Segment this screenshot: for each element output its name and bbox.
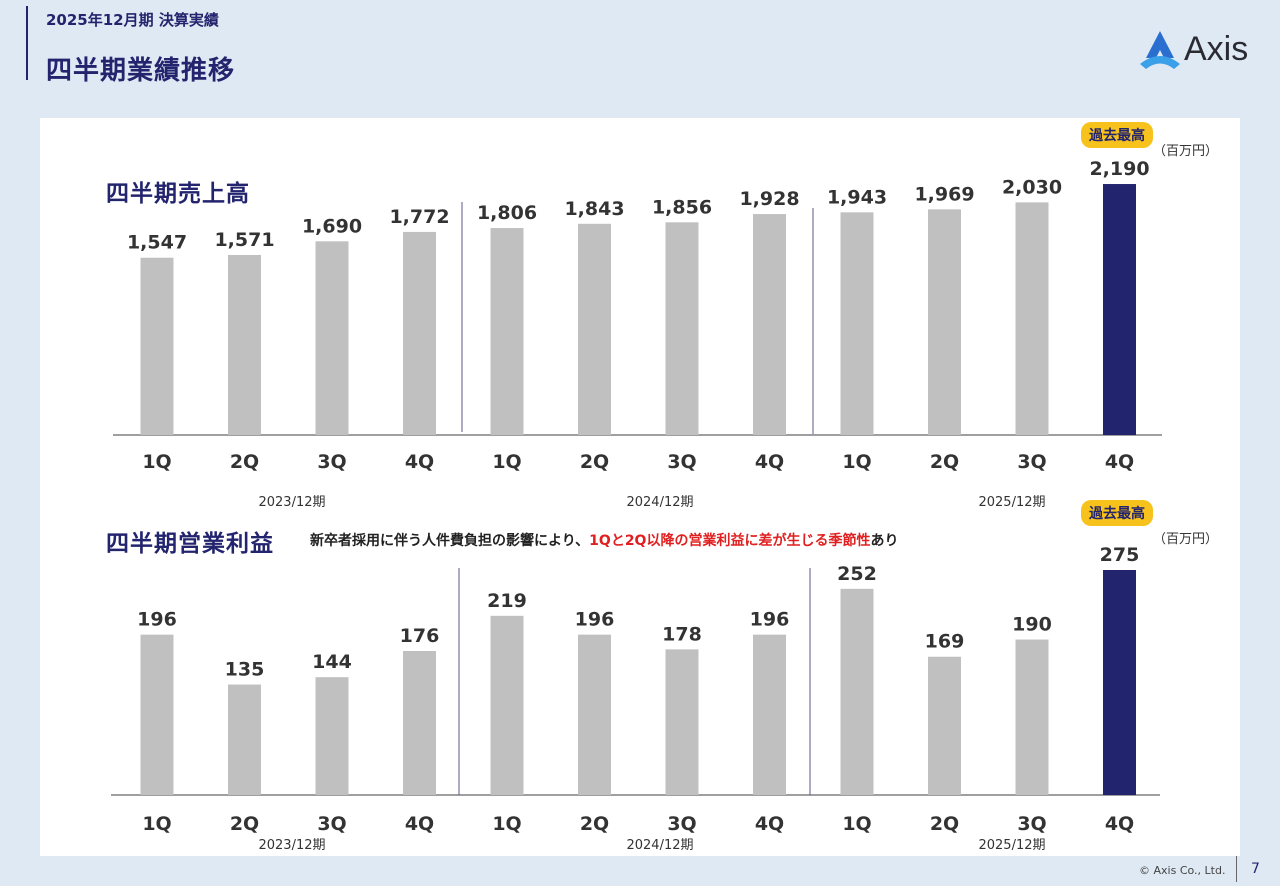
chart-panel: 四半期売上高 （百万円） 過去最高 四半期営業利益 新卒者採用に伴う人件費負担の… <box>40 118 1240 856</box>
revenue-category-label-2: 2Q <box>230 451 259 473</box>
revenue-bar-2 <box>228 254 261 435</box>
revenue-category-label-8: 4Q <box>755 451 784 473</box>
profit-bar-1 <box>140 634 174 795</box>
page-title: 四半期業績推移 <box>46 56 236 86</box>
revenue-bar-11 <box>1015 202 1049 435</box>
profit-value-label-8: 196 <box>750 609 790 631</box>
revenue-value-label-2: 1,571 <box>214 229 274 251</box>
revenue-unit-label: （百万円） <box>1153 144 1219 159</box>
page-number: 7 <box>1251 861 1260 877</box>
revenue-bar-4 <box>403 231 436 435</box>
revenue-year-label-2: 2024/12期 <box>626 495 693 510</box>
note-text-after: あり <box>870 533 899 549</box>
profit-record-badge: 過去最高 <box>1081 500 1153 526</box>
profit-bar-4 <box>403 650 436 795</box>
profit-category-label-3: 3Q <box>317 813 346 835</box>
revenue-value-label-1: 1,547 <box>127 232 187 254</box>
profit-bar-7 <box>665 649 699 795</box>
note-text-before: 新卒者採用に伴う人件費負担の影響により、 <box>310 533 590 549</box>
axis-logo-icon <box>1140 31 1180 69</box>
logo-text: Axis <box>1184 30 1249 68</box>
profit-category-label-1: 1Q <box>142 813 171 835</box>
profit-year-label-3: 2025/12期 <box>978 838 1045 853</box>
profit-category-label-8: 4Q <box>755 813 784 835</box>
profit-category-label-6: 2Q <box>580 813 609 835</box>
footer-separator <box>1236 856 1237 882</box>
revenue-bar-7 <box>665 222 699 435</box>
profit-bar-9 <box>840 588 874 795</box>
header-accent-line <box>26 6 28 80</box>
revenue-category-label-1: 1Q <box>142 451 171 473</box>
profit-value-label-9: 252 <box>837 563 877 585</box>
revenue-category-label-3: 3Q <box>317 451 346 473</box>
seasonality-note: 新卒者採用に伴う人件費負担の影響により、1Qと2Q以降の営業利益に差が生じる季節… <box>310 530 898 550</box>
revenue-category-label-4: 4Q <box>405 451 434 473</box>
profit-category-label-10: 2Q <box>930 813 959 835</box>
profit-bar-11 <box>1015 639 1049 795</box>
revenue-value-label-9: 1,943 <box>827 186 887 208</box>
profit-value-label-3: 144 <box>312 651 352 673</box>
profit-category-label-2: 2Q <box>230 813 259 835</box>
revenue-bar-8 <box>753 214 786 435</box>
profit-bar-5 <box>490 615 524 795</box>
charts-svg: 1,547 1Q 1,571 2Q 1,690 3Q 1,772 4Q 1,806 1Q 1,843… <box>111 158 1162 853</box>
profit-chart-title: 四半期営業利益 <box>106 531 274 557</box>
slide-subtitle: 2025年12月期 決算実績 <box>46 11 219 29</box>
profit-value-label-6: 196 <box>575 609 615 631</box>
profit-unit-label: （百万円） <box>1153 532 1219 547</box>
revenue-category-label-9: 1Q <box>842 451 871 473</box>
profit-category-label-5: 1Q <box>492 813 521 835</box>
footer-copyright: © Axis Co., Ltd. <box>1139 864 1226 877</box>
profit-category-label-11: 3Q <box>1017 813 1046 835</box>
profit-bar-6 <box>578 634 611 795</box>
profit-value-label-10: 169 <box>925 631 965 653</box>
profit-category-label-7: 3Q <box>667 813 696 835</box>
profit-value-label-11: 190 <box>1012 614 1052 636</box>
revenue-category-label-7: 3Q <box>667 451 696 473</box>
revenue-record-badge: 過去最高 <box>1081 122 1153 148</box>
revenue-category-label-10: 2Q <box>930 451 959 473</box>
revenue-chart-title: 四半期売上高 <box>106 181 250 207</box>
revenue-bar-12 <box>1103 184 1136 435</box>
profit-year-label-2: 2024/12期 <box>626 838 693 853</box>
revenue-bar-10 <box>928 209 961 435</box>
profit-bar-10 <box>928 656 961 795</box>
profit-value-label-12: 275 <box>1100 544 1140 566</box>
revenue-value-label-12: 2,190 <box>1089 158 1149 180</box>
company-logo: Axis <box>1138 28 1268 74</box>
revenue-year-label-1: 2023/12期 <box>258 495 325 510</box>
revenue-bar-5 <box>490 228 524 435</box>
revenue-value-label-10: 1,969 <box>914 183 974 205</box>
revenue-value-label-5: 1,806 <box>477 202 537 224</box>
profit-category-label-12: 4Q <box>1105 813 1134 835</box>
profit-value-label-5: 219 <box>487 590 527 612</box>
profit-value-label-1: 196 <box>137 609 177 631</box>
profit-category-label-9: 1Q <box>842 813 871 835</box>
profit-value-label-4: 176 <box>400 625 440 647</box>
profit-value-label-7: 178 <box>662 623 702 645</box>
note-text-highlight: 1Qと2Q以降の営業利益に差が生じる季節性 <box>589 533 871 549</box>
revenue-category-label-6: 2Q <box>580 451 609 473</box>
revenue-bar-9 <box>840 212 874 435</box>
revenue-value-label-3: 1,690 <box>302 215 362 237</box>
profit-bar-3 <box>315 677 349 795</box>
revenue-value-label-11: 2,030 <box>1002 176 1062 198</box>
revenue-category-label-11: 3Q <box>1017 451 1046 473</box>
profit-bar-2 <box>228 684 261 795</box>
revenue-category-label-5: 1Q <box>492 451 521 473</box>
revenue-value-label-8: 1,928 <box>739 188 799 210</box>
profit-bar-8 <box>753 634 786 795</box>
profit-year-label-1: 2023/12期 <box>258 838 325 853</box>
revenue-bar-1 <box>140 257 174 435</box>
profit-bar-12 <box>1103 569 1136 795</box>
revenue-value-label-6: 1,843 <box>564 198 624 220</box>
revenue-category-label-12: 4Q <box>1105 451 1134 473</box>
revenue-year-label-3: 2025/12期 <box>978 495 1045 510</box>
profit-category-label-4: 4Q <box>405 813 434 835</box>
revenue-value-label-4: 1,772 <box>389 206 449 228</box>
revenue-value-label-7: 1,856 <box>652 196 712 218</box>
profit-value-label-2: 135 <box>225 659 265 681</box>
revenue-bar-3 <box>315 241 349 435</box>
revenue-bar-6 <box>578 223 611 435</box>
